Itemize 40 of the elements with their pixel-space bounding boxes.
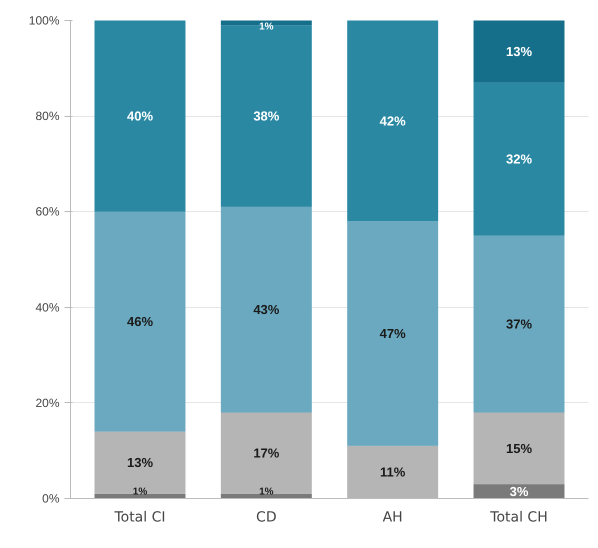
- bar: [474, 82, 564, 236]
- data-label: 40%: [126, 108, 154, 124]
- x-tick-label: Total CI: [113, 510, 166, 526]
- data-label: 37%: [506, 316, 532, 332]
- bar: [347, 20, 438, 222]
- bar: [220, 206, 312, 412]
- data-label: 3%: [510, 484, 529, 499]
- bar: [94, 212, 186, 432]
- bar: [474, 412, 564, 484]
- bar: [94, 494, 186, 498]
- y-tick-label: 0%: [42, 492, 60, 506]
- data-label: 46%: [126, 314, 154, 330]
- data-label: 15%: [506, 440, 532, 456]
- data-label: 13%: [126, 455, 154, 470]
- y-tick-label: 80%: [35, 109, 60, 124]
- bar: [474, 20, 564, 83]
- y-tick-label: 20%: [35, 396, 60, 410]
- x-tick-label: AH: [382, 510, 403, 526]
- data-label: 43%: [253, 302, 280, 318]
- y-tick-label: 60%: [35, 204, 60, 219]
- bar: [347, 221, 438, 446]
- data-label: 32%: [506, 152, 532, 167]
- x-tick-label: Total CH: [489, 510, 548, 526]
- y-tick-label: 40%: [35, 300, 60, 314]
- data-label: 1%: [132, 486, 148, 498]
- bar: [94, 432, 186, 494]
- data-label: 38%: [253, 108, 280, 124]
- data-label: 11%: [380, 464, 406, 480]
- data-label: 13%: [506, 44, 532, 60]
- data-label: 47%: [380, 326, 406, 342]
- data-label: 17%: [253, 446, 280, 461]
- y-tick-label: 100%: [28, 14, 60, 28]
- data-label: 1%: [259, 486, 274, 498]
- bar: [220, 494, 312, 498]
- bar: [474, 236, 564, 412]
- data-label: 1%: [259, 22, 274, 32]
- bar: [94, 20, 186, 212]
- data-label: 42%: [380, 113, 406, 128]
- bar: [220, 412, 312, 494]
- x-tick-label: CD: [256, 510, 277, 526]
